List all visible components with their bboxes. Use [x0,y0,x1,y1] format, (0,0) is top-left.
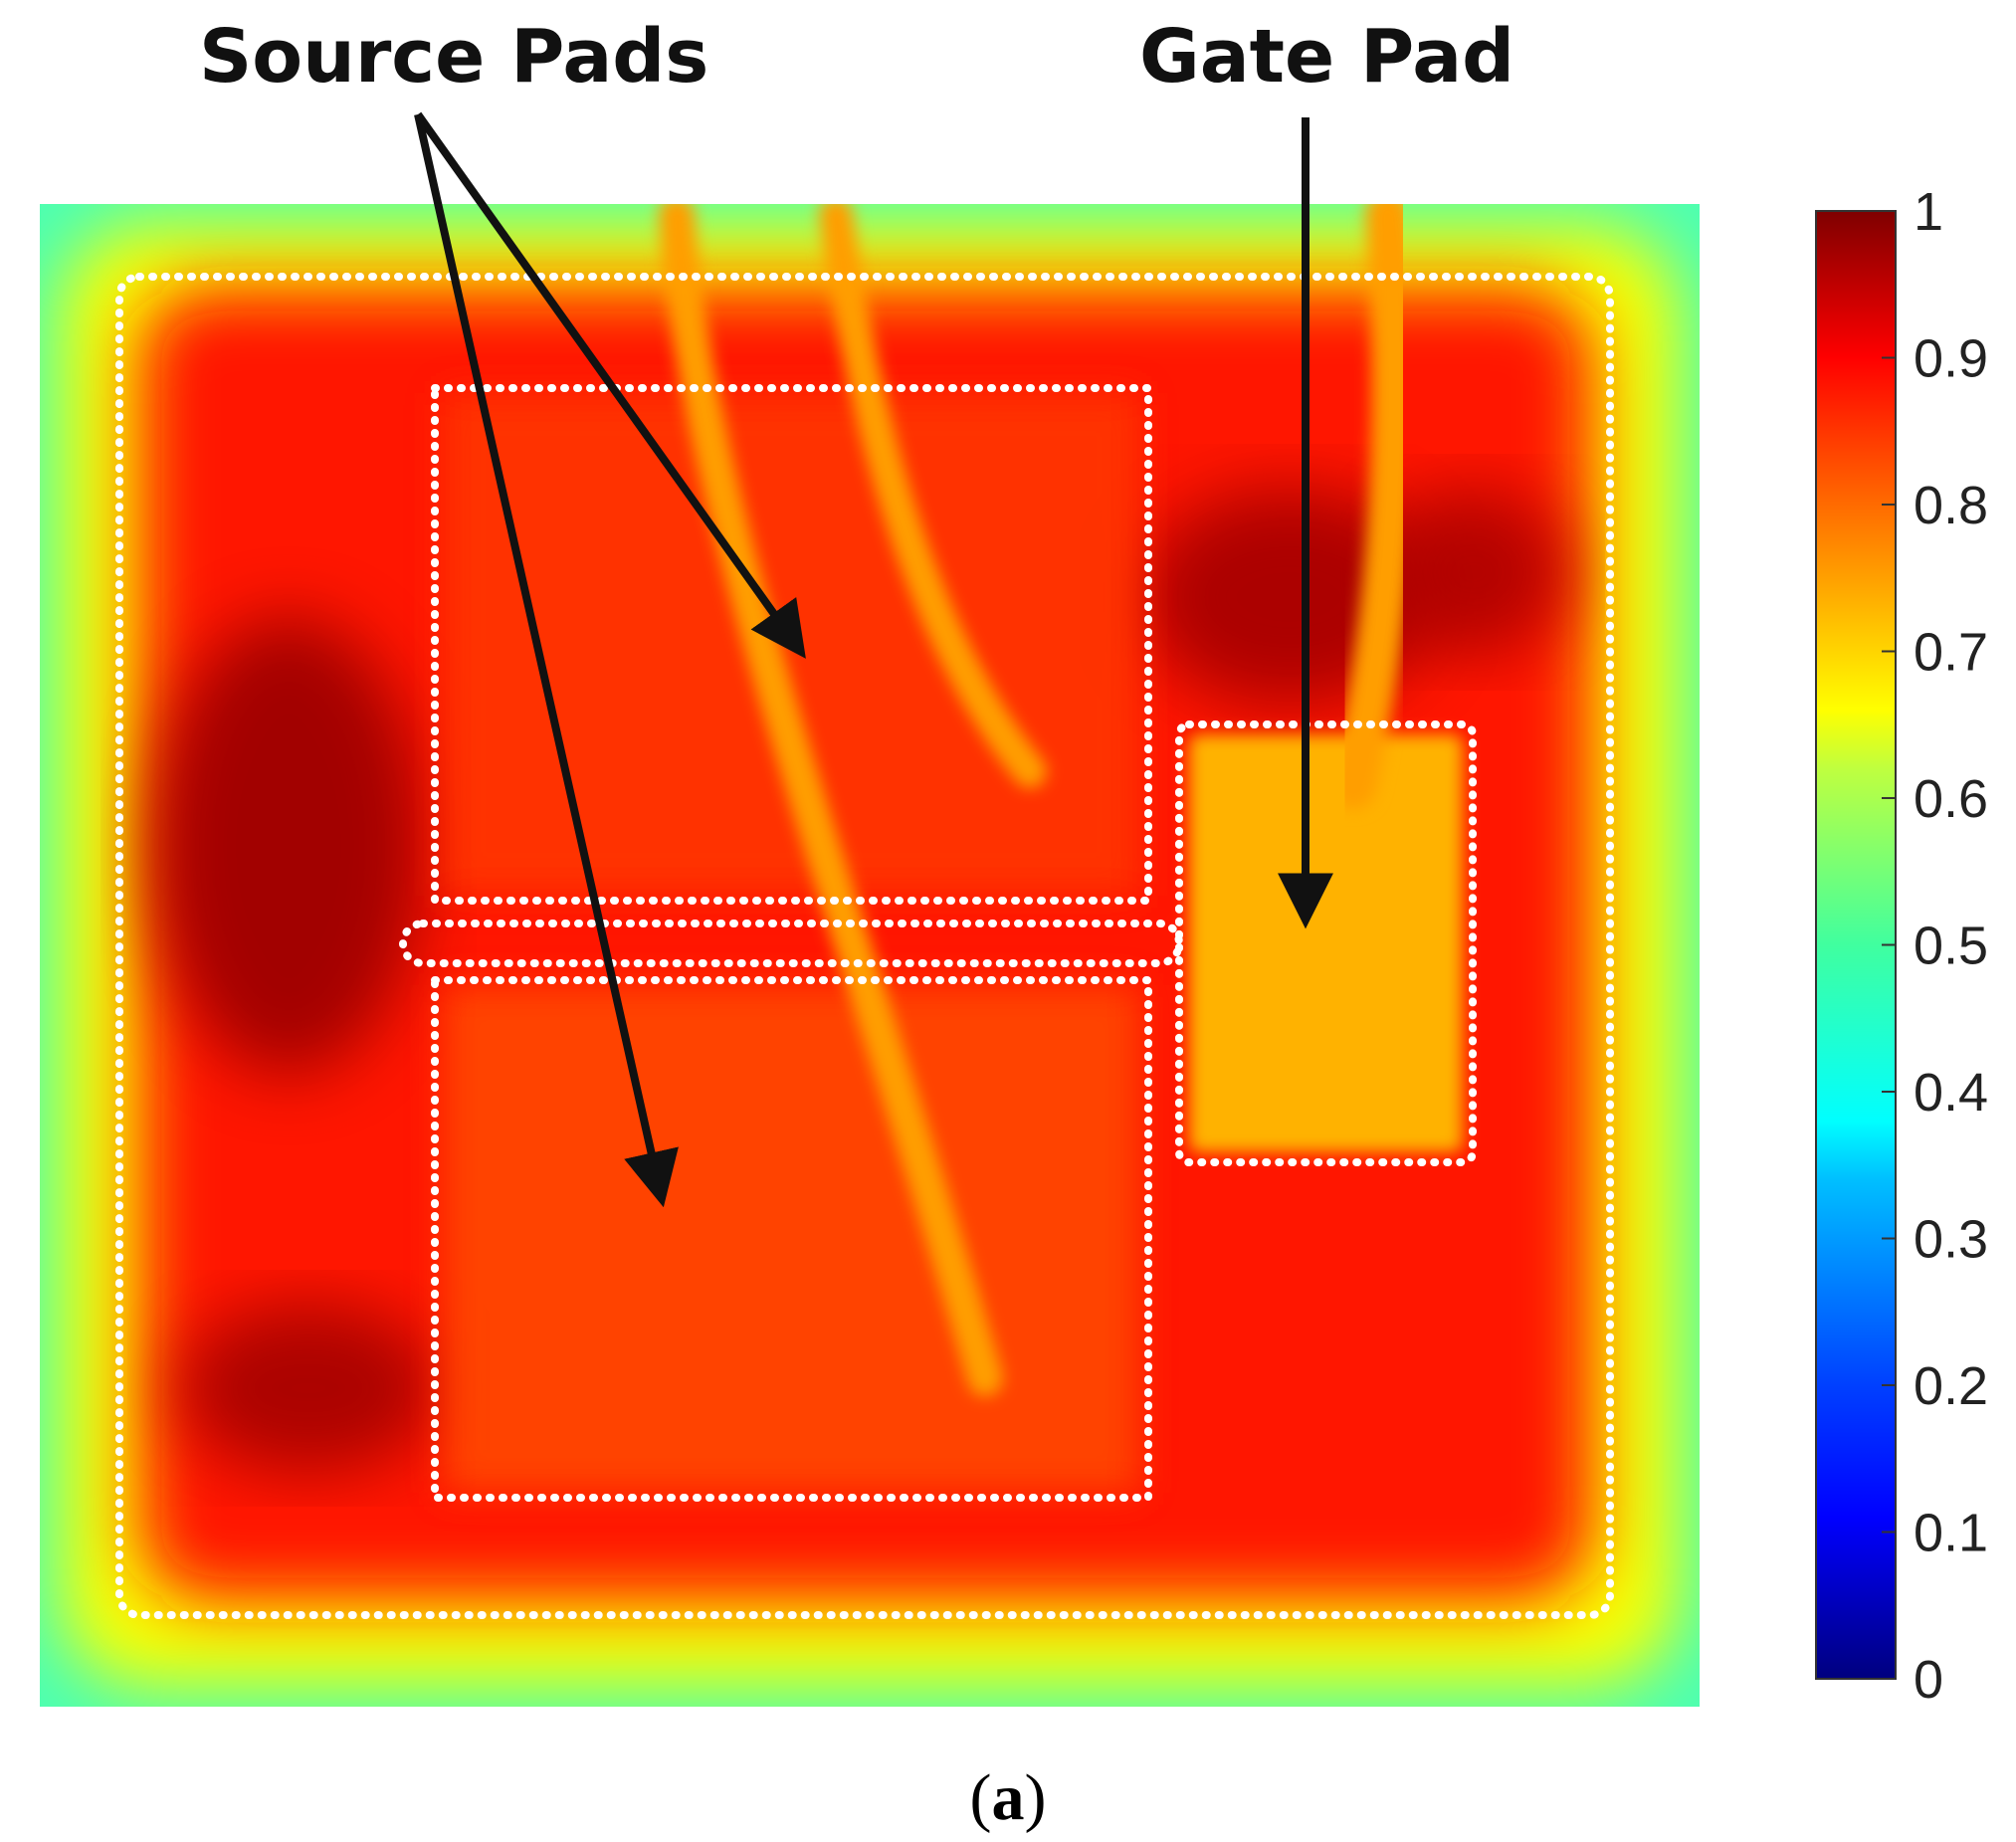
heat-bond-wire-1 [659,204,1003,1396]
colorbar-ticks: 0 0.1 0.2 0.3 0.4 0.5 0.6 0.7 0.8 0.9 1 [1882,182,1988,1710]
source-pad-upper-outline [431,384,1152,905]
colorbar: 0 0.1 0.2 0.3 0.4 0.5 0.6 0.7 0.8 0.9 1 [1815,182,1988,1710]
gate-pad-outline [1175,720,1477,1166]
heat-hot-spot-top-right-2 [1378,488,1567,657]
gate-pad-label: Gate Pad [1139,14,1514,100]
source-pad-lower-outline [431,976,1152,1502]
colorbar-tick-label: 1 [1914,182,1943,242]
colorbar-tick-label: 0.1 [1914,1504,1988,1563]
colorbar-tick-label: 0.8 [1914,476,1988,535]
heat-source-pad-lower [443,985,1139,1493]
source-pads-arrow-lower [414,113,679,1208]
colorbar-tick-label: 0.9 [1914,329,1988,389]
colorbar-tick-label: 0.4 [1914,1063,1988,1123]
heat-hot-spot-left-lower [179,1304,438,1473]
heat-bond-wire-3 [1330,204,1418,809]
die-outline [115,273,1614,1619]
colorbar-tick-label: 0.2 [1914,1356,1988,1416]
colorbar-tick-label: 0.5 [1914,917,1988,976]
source-pads-arrow-upper [414,111,806,659]
heat-hot-spot-left [154,617,423,1075]
thermal-heatmap [40,204,1700,1707]
heat-bond-wire-2 [819,204,1047,788]
heat-gate-pad [1189,734,1463,1152]
source-pads-label: Source Pads [199,14,708,100]
figure-caption: (a) [970,1761,1047,1834]
colorbar-tick-label: 0 [1914,1650,1943,1710]
pad-outlines [115,273,1614,1619]
annotation-arrows [414,111,1333,1208]
colorbar-tick-label: 0.6 [1914,769,1988,829]
colorbar-tick-label: 0.3 [1914,1210,1988,1270]
colorbar-tick-label: 0.7 [1914,623,1988,683]
